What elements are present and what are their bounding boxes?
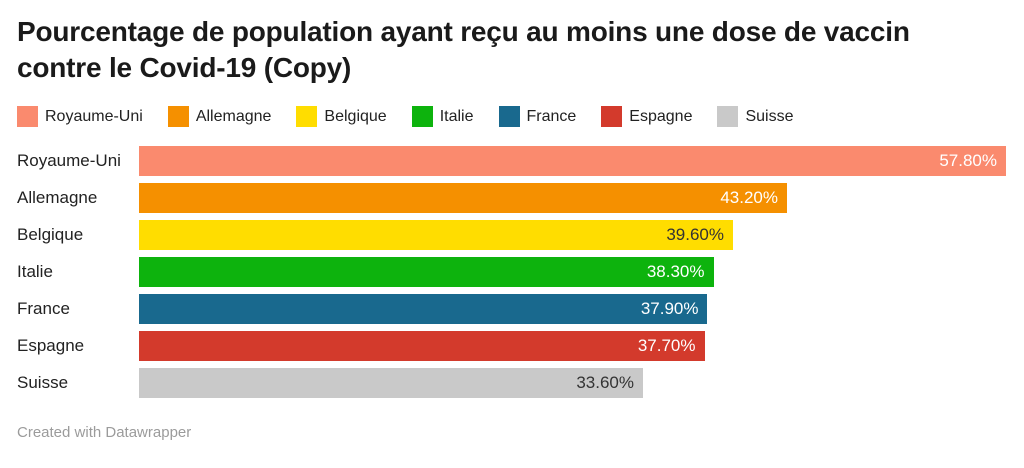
legend-item: Italie	[411, 106, 474, 127]
legend-swatch-icon	[167, 106, 189, 127]
bar-value-label: 57.80%	[939, 151, 997, 170]
legend-swatch-icon	[17, 106, 38, 127]
legend-label: Allemagne	[195, 107, 272, 125]
legend-swatch-icon	[717, 106, 739, 127]
legend: Royaume-Uni Allemagne Belgique Italie France…	[17, 106, 1006, 127]
legend-item: Espagne	[601, 106, 692, 127]
legend-item: Allemagne	[167, 106, 272, 127]
bar-chart: Royaume-Uni 57.80% Allemagne 43.20% Belgique…	[17, 146, 1006, 398]
bar-value-label: 33.60%	[576, 373, 634, 392]
legend-label: Italie	[439, 107, 474, 125]
legend-label: France	[526, 107, 577, 125]
legend-label: Royaume-Uni	[45, 107, 143, 125]
bar-value-label: 43.20%	[720, 188, 778, 207]
bar: 37.90%	[139, 294, 708, 324]
bar-value-label: 38.30%	[646, 262, 705, 281]
bar-value-label: 39.60%	[666, 225, 724, 244]
legend-item: Suisse	[717, 106, 794, 127]
bar-track: 38.30%	[139, 257, 1006, 287]
chart-row: France 37.90%	[17, 294, 1006, 324]
legend-swatch-icon	[601, 106, 623, 127]
legend-item: Royaume-Uni	[17, 106, 143, 127]
legend-item: France	[498, 106, 577, 127]
bar: 33.60%	[139, 368, 643, 398]
bar-track: 33.60%	[139, 368, 1006, 398]
row-category-label: Espagne	[17, 336, 85, 355]
row-category-label: Royaume-Uni	[17, 151, 121, 170]
chart-row: Italie 38.30%	[17, 257, 1006, 287]
row-category-label: Belgique	[17, 225, 84, 244]
chart-row: Allemagne 43.20%	[17, 183, 1006, 213]
bar-track: 39.60%	[139, 220, 1006, 250]
chart-title: Pourcentage de population ayant reçu au …	[17, 16, 910, 83]
legend-item: Belgique	[296, 106, 387, 127]
legend-swatch-icon	[498, 106, 520, 127]
chart-row: Espagne 37.70%	[17, 331, 1006, 361]
chart-rows: Royaume-Uni 57.80% Allemagne 43.20% Belgique…	[17, 146, 1006, 398]
bar-value-label: 37.70%	[637, 336, 696, 355]
bar-value-label: 37.90%	[640, 299, 699, 318]
legend-label: Belgique	[324, 107, 387, 125]
legend-label: Espagne	[629, 107, 693, 125]
legend-label: Suisse	[745, 107, 794, 125]
bar: 43.20%	[139, 183, 787, 213]
bar: 37.70%	[139, 331, 705, 361]
row-category-label: Italie	[17, 262, 53, 281]
footer-credit[interactable]: Created with Datawrapper	[17, 424, 192, 441]
bar-track: 43.20%	[139, 183, 1006, 213]
legend-swatch-icon	[296, 106, 318, 127]
bar-track: 37.70%	[139, 331, 1006, 361]
chart-row: Suisse 33.60%	[17, 368, 1006, 398]
bar: 57.80%	[139, 146, 1006, 176]
bar-track: 57.80%	[139, 146, 1006, 176]
row-category-label: Suisse	[17, 373, 69, 392]
bar: 38.30%	[139, 257, 714, 287]
legend-swatch-icon	[411, 106, 433, 127]
bar-track: 37.90%	[139, 294, 1006, 324]
bar: 39.60%	[139, 220, 733, 250]
chart-row: Belgique 39.60%	[17, 220, 1006, 250]
row-category-label: France	[17, 299, 70, 318]
row-category-label: Allemagne	[17, 188, 98, 207]
chart-row: Royaume-Uni 57.80%	[17, 146, 1006, 176]
